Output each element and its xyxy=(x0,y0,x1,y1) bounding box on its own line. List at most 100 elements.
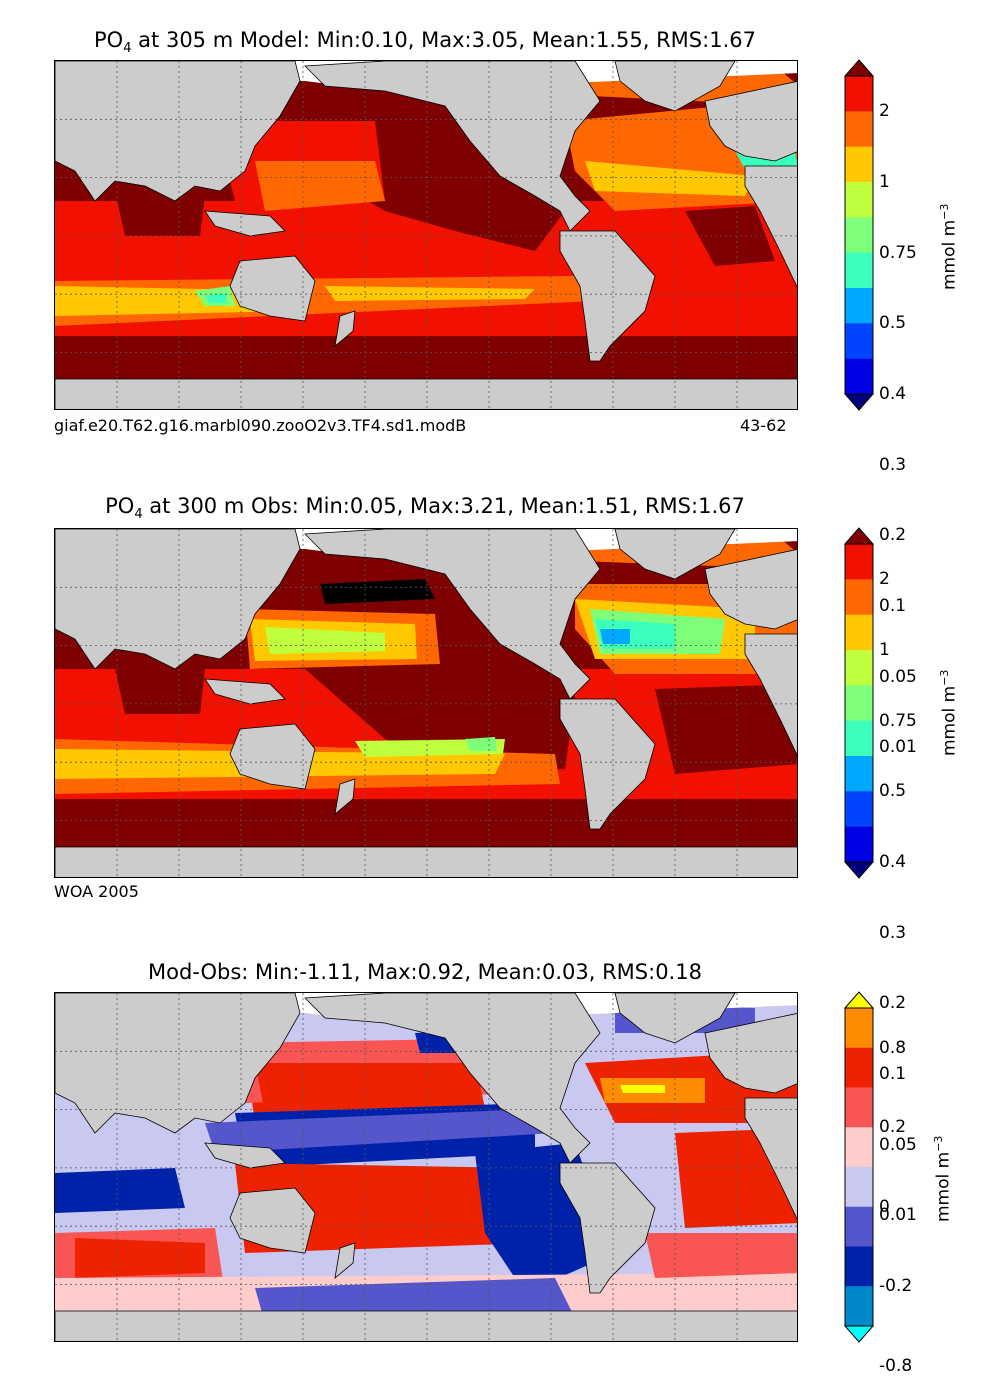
panel1-colorbar-label: 0.1 xyxy=(879,596,907,616)
panel1-colorbar-top-extend xyxy=(843,59,875,77)
panel2-colorbar-label: 2 xyxy=(879,569,890,590)
panel2-colorbar xyxy=(843,527,875,879)
panel1-land-5 xyxy=(55,61,301,202)
panel3-colorbar-label: 0.2 xyxy=(879,1117,907,1138)
panel1-colorbar-label: 0.4 xyxy=(879,384,907,404)
panel3-colorbar-label: -0.2 xyxy=(879,1276,913,1297)
panel2-colorbar-label: 1 xyxy=(879,640,890,660)
panel2-caption-left: WOA 2005 xyxy=(54,882,139,901)
panel3-land-4 xyxy=(744,1097,797,1220)
panel1-land-7 xyxy=(229,255,316,322)
panel3-colorbar-cell-0 xyxy=(845,1008,873,1049)
panel1-colorbar-cell-5 xyxy=(845,252,873,289)
panel3-colorbar-top-extend xyxy=(843,991,875,1009)
panel2-colorbar-cell-7 xyxy=(845,791,873,828)
panel1-field-region-3 xyxy=(115,191,205,236)
panel1-field-region-11 xyxy=(585,161,755,196)
panel2-title: PO4 at 300 m Obs: Min:0.05, Max:3.21, Me… xyxy=(105,494,745,522)
panel2-map xyxy=(54,528,798,878)
panel2-land-6 xyxy=(204,678,286,705)
panel2-colorbar-cell-3 xyxy=(845,650,873,686)
panel3-colorbar-cell-1 xyxy=(845,1047,873,1088)
panel3-field-region-5 xyxy=(205,1108,555,1153)
panel2-field-region-18 xyxy=(320,579,435,604)
panel3-map-svg xyxy=(55,993,797,1341)
panel1-map-svg xyxy=(55,61,797,409)
panel1-gridlines xyxy=(55,61,797,409)
panel2-colorbar-cell-4 xyxy=(845,685,873,722)
panel2-land-2 xyxy=(559,698,656,830)
panel3-colorbar-unit: mmol m−3 xyxy=(932,1135,954,1222)
panel1-colorbar-label: 1 xyxy=(879,172,890,192)
panel1-colorbar-unit: mmol m−3 xyxy=(938,203,960,290)
panel2-colorbar-cell-2 xyxy=(845,614,873,651)
panel3-land-9 xyxy=(55,1310,797,1341)
panel1-colorbar-label: 0.3 xyxy=(879,454,907,475)
panel2-field-region-11 xyxy=(265,627,385,654)
panel2-gridlines xyxy=(55,529,797,877)
panel1-colorbar xyxy=(843,59,875,411)
panel3-colorbar xyxy=(843,991,875,1343)
panel3-colorbar-cell-6 xyxy=(845,1246,873,1287)
panel1-colorbar-cell-2 xyxy=(845,146,873,183)
panel2-colorbar-cell-8 xyxy=(845,826,873,863)
panel3-land-8 xyxy=(334,1242,356,1279)
panel2-colorbar-cell-0 xyxy=(845,544,873,580)
panel2-land-5 xyxy=(55,529,301,670)
panel2-colorbar-label: 0.01 xyxy=(879,1205,917,1226)
panel3-field-region-14 xyxy=(645,1233,797,1278)
panel3-field-region-17 xyxy=(620,1085,665,1093)
panel1-colorbar-label: 2 xyxy=(879,101,890,122)
panel1-colorbar-cell-7 xyxy=(845,323,873,360)
panel1-colorbar-bottom-extend xyxy=(843,393,875,411)
panel1-land-6 xyxy=(204,210,286,237)
panel3-colorbar-label: -0.8 xyxy=(879,1355,913,1376)
panel3-gridlines xyxy=(55,993,797,1341)
panel2-land-7 xyxy=(229,723,316,790)
panel3-colorbar-svg xyxy=(843,991,875,1343)
panel2-field-region-3 xyxy=(115,669,205,714)
panel2-field-region-1 xyxy=(55,799,797,859)
panel2-land-8 xyxy=(334,778,356,815)
panel2-field-region-16 xyxy=(600,629,630,644)
panel3-land-6 xyxy=(204,1142,286,1169)
panel2-land-9 xyxy=(55,846,797,877)
panel2-colorbar-bottom-extend xyxy=(843,861,875,879)
panel1-land-4 xyxy=(744,165,797,288)
panel3-land-2 xyxy=(559,1162,656,1294)
panel1-colorbar-label: 0.01 xyxy=(879,737,917,758)
panel3-land-7 xyxy=(229,1187,316,1254)
panel1-land-8 xyxy=(334,310,356,347)
panel2-colorbar-top-extend xyxy=(843,527,875,545)
panel1-land-9 xyxy=(55,378,797,409)
panel3-colorbar-cell-5 xyxy=(845,1206,873,1247)
panel1-land-2 xyxy=(559,230,656,362)
panel3-colorbar-label: 0.8 xyxy=(879,1037,907,1058)
panel3-map xyxy=(54,992,798,1342)
panel1-map xyxy=(54,60,798,410)
panel2-field-region-8 xyxy=(465,737,497,751)
panel3-colorbar-cell-7 xyxy=(845,1286,873,1327)
panel3-field-region-9 xyxy=(75,1238,205,1278)
panel3-land-5 xyxy=(55,993,301,1134)
panel3-field-region-10 xyxy=(55,1168,185,1213)
panel2-colorbar-svg xyxy=(843,527,875,879)
panel1-colorbar-svg xyxy=(843,59,875,411)
panel2-colorbar-label: 0.4 xyxy=(879,852,907,872)
panel2-colorbar-label: 0.1 xyxy=(879,1064,907,1084)
panel3-title: Mod-Obs: Min:-1.11, Max:0.92, Mean:0.03,… xyxy=(148,960,702,984)
panel1-colorbar-cell-0 xyxy=(845,76,873,112)
panel1-colorbar-label: 0.2 xyxy=(879,525,907,546)
panel2-colorbar-label: 0.2 xyxy=(879,993,907,1014)
panel2-map-svg xyxy=(55,529,797,877)
panel1-colorbar-cell-3 xyxy=(845,182,873,218)
panel1-colorbar-label: 0.5 xyxy=(879,313,907,334)
panel3-colorbar-label: 0 xyxy=(879,1196,890,1217)
panel3-colorbar-cell-2 xyxy=(845,1087,873,1128)
panel1-colorbar-label: 0.75 xyxy=(879,242,917,263)
panel1-colorbar-cell-4 xyxy=(845,217,873,254)
panel1-colorbar-cell-1 xyxy=(845,111,873,148)
panel1-colorbar-cell-8 xyxy=(845,358,873,395)
panel1-caption-right: 43-62 xyxy=(740,416,787,435)
panel1-field-region-14 xyxy=(205,293,227,303)
